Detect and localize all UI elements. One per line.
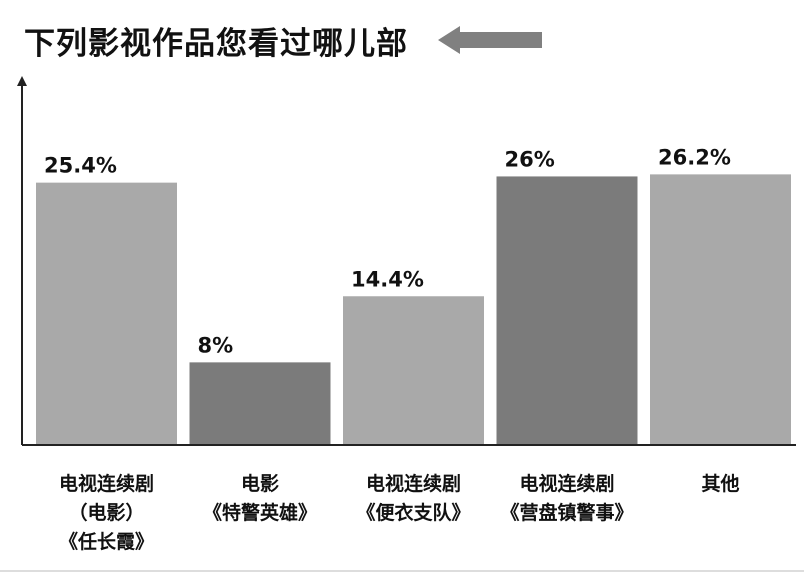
- category-label: 电视连续剧: [366, 472, 461, 495]
- bar: [36, 182, 177, 445]
- category-label: （电影）: [68, 501, 144, 524]
- left-arrow-shape: [438, 26, 542, 54]
- data-label: 26%: [505, 147, 555, 171]
- bar: [496, 176, 638, 445]
- data-label: 14.4%: [351, 267, 424, 291]
- data-label: 26.2%: [658, 145, 731, 169]
- data-label: 25.4%: [44, 154, 117, 178]
- category-label: 《任长霞》: [59, 530, 154, 553]
- chart-title: 下列影视作品您看过哪儿部: [24, 26, 408, 62]
- y-axis-arrow-icon: [17, 76, 27, 86]
- bar: [650, 174, 791, 445]
- category-label: 电视连续剧: [59, 472, 154, 495]
- category-label: 电视连续剧: [519, 472, 614, 495]
- category-label: 《便衣支队》: [356, 501, 470, 524]
- bottom-divider: [0, 570, 804, 572]
- category-label: 《特警英雄》: [203, 501, 317, 524]
- category-label: 电影: [241, 472, 279, 495]
- left-arrow-icon: [438, 26, 542, 54]
- category-label: 其他: [701, 472, 739, 495]
- data-label: 8%: [198, 333, 234, 357]
- bar: [343, 296, 484, 445]
- category-label: 《营盘镇警事》: [500, 501, 633, 524]
- bar: [189, 362, 331, 445]
